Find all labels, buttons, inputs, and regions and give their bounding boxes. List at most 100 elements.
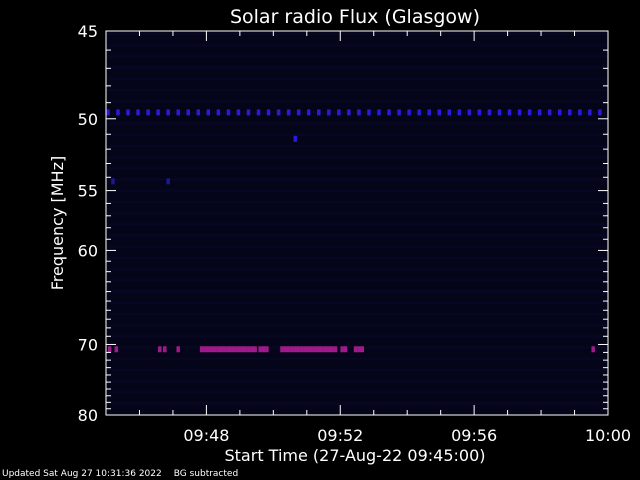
y-tick-label: 80 [78,406,98,425]
noise-band [107,167,607,170]
burst-mark [293,135,298,142]
burst-mark [226,346,231,353]
burst-mark [163,346,167,353]
noise-band [107,380,607,383]
burst-mark [377,109,381,116]
burst-mark [236,109,241,116]
burst-mark [578,109,582,116]
noise-band [107,201,607,203]
burst-mark [437,109,441,116]
burst-mark [537,109,542,116]
burst-mark [276,109,281,116]
burst-mark [186,109,190,116]
noise-band [107,178,607,181]
burst-mark [306,346,311,353]
burst-mark [114,346,119,353]
noise-band [107,66,607,69]
burst-mark [226,109,231,116]
burst-mark [126,109,130,116]
noise-band [107,324,607,327]
burst-mark [313,346,318,353]
burst-mark [261,346,266,353]
burst-mark [196,109,201,116]
burst-mark [327,109,331,116]
burst-mark [447,109,452,116]
burst-mark [340,346,344,353]
x-axis-label: Start Time (27-Aug-22 09:45:00) [225,446,486,465]
burst-mark [258,346,262,353]
burst-mark [223,346,227,353]
burst-mark [107,346,112,353]
burst-mark [290,346,294,353]
noise-band [107,301,607,304]
burst-mark [517,109,522,116]
noise-band [107,77,607,80]
burst-mark [240,346,244,353]
y-axis-label: Frequency [MHz] [48,156,67,290]
y-axis: 45 50 55 60 70 80 [78,22,608,425]
noise-band [107,55,607,58]
burst-mark [507,109,512,116]
noise-band [107,189,607,192]
burst-mark [213,346,217,353]
noise-band [107,257,607,259]
burst-mark [487,109,492,116]
x-axis: 09:48 09:52 09:56 10:00 [105,31,631,445]
y-tick-label: 45 [78,22,98,41]
burst-mark [199,346,204,353]
noise-band [107,234,607,237]
burst-mark [397,109,401,116]
burst-mark [233,346,237,353]
burst-mark [243,346,247,353]
y-tick-label: 50 [78,110,98,129]
noise-band [107,391,607,394]
footer-bg-note: BG subtracted [173,469,239,479]
burst-mark [236,346,241,353]
burst-mark [353,346,358,353]
burst-mark [457,109,462,116]
burst-mark [176,346,180,353]
burst-mark [156,109,160,116]
noise-band [107,156,607,159]
noise-band [107,279,607,282]
burst-mark [106,109,110,116]
burst-mark [265,346,269,353]
noise-band [107,44,607,47]
burst-mark [568,109,572,116]
burst-mark [330,346,334,353]
burst-mark [387,109,391,116]
burst-mark [588,109,592,116]
burst-mark [303,346,308,353]
burst-mark [367,109,371,116]
burst-mark [357,109,361,116]
noise-band [107,223,607,226]
burst-mark [116,109,120,116]
burst-mark [296,346,301,353]
burst-mark [333,346,338,353]
footer-status: Updated Sat Aug 27 10:31:36 2022 BG subtr… [2,469,250,479]
burst-mark [317,346,321,353]
noise-band [107,335,607,338]
burst-mark [206,346,211,353]
noise-band [107,212,607,215]
noise-band [107,33,607,35]
burst-mark [280,346,284,353]
x-tick-label: 10:00 [585,426,631,445]
burst-mark [146,109,150,116]
burst-mark [360,346,365,353]
burst-mark [300,346,304,353]
burst-mark [343,346,348,353]
burst-mark [306,109,311,116]
y-tick-label: 70 [78,335,98,354]
burst-mark [246,109,251,116]
noise-band [107,369,607,371]
x-tick-label: 09:48 [183,426,229,445]
noise-band [107,268,607,271]
burst-mark [407,109,411,116]
burst-mark [136,109,140,116]
burst-mark [216,109,221,116]
burst-mark [286,346,291,353]
burst-mark [547,109,552,116]
burst-mark [219,346,224,353]
